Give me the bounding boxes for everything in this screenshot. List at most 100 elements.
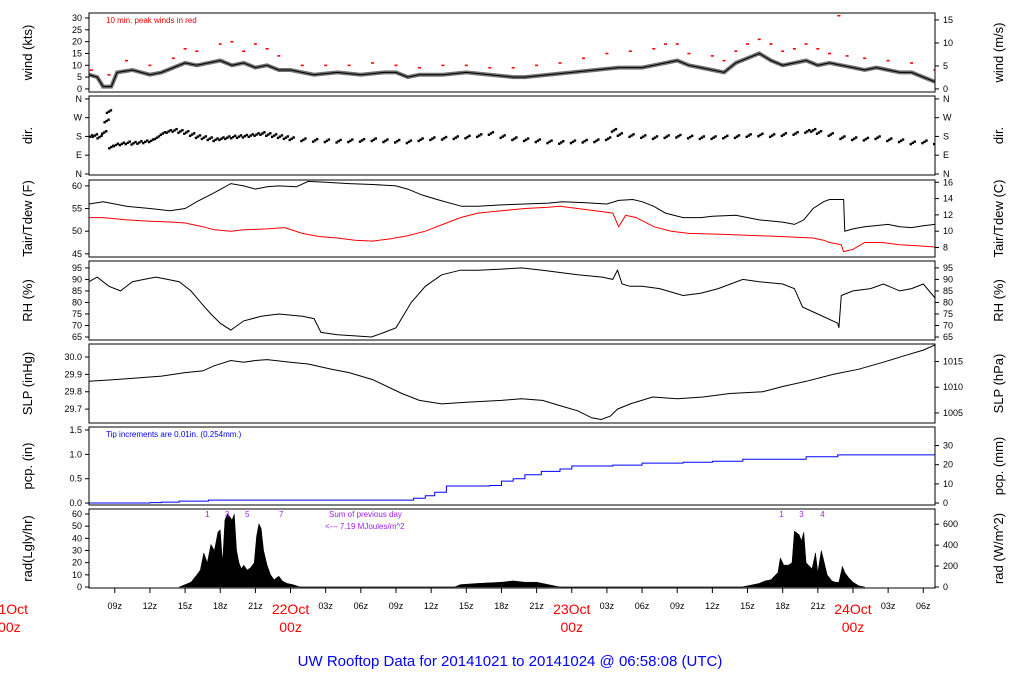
pcp-right-tick-label: 30	[943, 441, 953, 451]
rh-left-tick-label: 70	[72, 320, 82, 330]
peak-wind-mark	[804, 43, 808, 45]
dir-point	[255, 133, 258, 136]
dir-point	[421, 137, 424, 140]
dir-point	[171, 130, 174, 133]
wind-left-tick-label: 15	[72, 48, 82, 58]
dir-point	[876, 136, 879, 139]
time-tick-label: 06z	[635, 601, 650, 611]
dir-point	[749, 133, 752, 136]
dir-point	[386, 138, 389, 141]
dir-point	[259, 133, 262, 136]
dir-point	[808, 128, 811, 132]
panel-pcp: 0.0 0.5 1.0 1.5 0 10 20 30 pcp. (in) pcp. (mm) Tip…	[20, 425, 1006, 508]
dir-point	[276, 136, 280, 140]
date-time-label: 00z	[279, 619, 302, 635]
slp-left-tick-label: 29.7	[64, 404, 82, 414]
dir-point	[147, 140, 151, 144]
dir-point	[151, 138, 155, 141]
peak-wind-mark	[441, 64, 445, 67]
time-tick-label: 15z	[740, 601, 755, 611]
dir-axis-label-right: dir.	[991, 127, 1006, 144]
rh-left-tick-label: 80	[72, 297, 82, 307]
dir-point	[688, 135, 692, 139]
dir-point	[159, 133, 163, 136]
peak-wind-mark	[277, 55, 281, 57]
dir-point	[675, 136, 678, 139]
dir-point	[651, 137, 655, 141]
peak-wind-mark	[265, 48, 269, 50]
dir-point	[761, 132, 764, 135]
dir-point	[220, 137, 223, 140]
dir-point	[409, 139, 413, 142]
dir-point	[663, 136, 666, 140]
peak-wind-mark	[300, 64, 304, 67]
dir-point	[157, 135, 161, 138]
dir-point	[616, 134, 620, 138]
wind-right-tick-label: 0	[943, 84, 948, 94]
date-time-label: 00z	[0, 619, 21, 635]
dir-point	[108, 147, 111, 150]
pcp-note: Tip increments are 0.01in. (0.254mm.)	[106, 430, 242, 439]
time-tick-label: 09z	[670, 601, 685, 611]
wind-right-tick-label: 15	[943, 15, 953, 25]
rad-left-tick-label: 40	[72, 533, 82, 543]
dir-point	[444, 135, 448, 139]
peak-wind-mark	[863, 57, 867, 60]
slp-plot-area	[89, 344, 935, 421]
dir-point	[286, 135, 290, 138]
rh-left-tick-label: 75	[72, 309, 82, 319]
peak-wind-mark	[148, 64, 152, 67]
dir-point	[251, 133, 254, 136]
dir-point	[349, 139, 352, 143]
wind-note: 10 min. peak winds in red	[106, 16, 197, 25]
slp-series-slp	[89, 344, 935, 421]
dir-point	[632, 133, 635, 136]
temp-left-tick-label: 55	[72, 204, 82, 214]
rad-hour-mark: 4	[820, 510, 825, 519]
peak-wind-mark	[218, 43, 222, 45]
slp-right-tick-label: 1015	[943, 357, 963, 367]
dir-point	[372, 138, 375, 141]
dir-point	[243, 135, 247, 138]
dir-point	[843, 135, 846, 138]
dir-point	[466, 135, 469, 139]
dir-point	[109, 109, 113, 112]
dir-point	[103, 131, 106, 134]
dir-left-tick-label: S	[76, 131, 82, 141]
dir-point	[841, 136, 844, 139]
dir-point	[169, 128, 172, 132]
rh-right-tick-label: 85	[943, 286, 953, 296]
rad-right-tick-label: 400	[943, 540, 958, 550]
time-tick-label: 09z	[108, 601, 123, 611]
dir-plot-area	[89, 109, 939, 150]
rad-area	[179, 513, 300, 588]
dir-point	[937, 140, 939, 142]
rh-axis-label-right: RH (%)	[991, 279, 1006, 322]
dir-point	[112, 145, 116, 148]
dir-point	[206, 138, 209, 142]
dir-point	[335, 141, 338, 144]
dir-point	[888, 138, 891, 141]
dir-point	[173, 129, 176, 132]
date-time-label: 00z	[560, 619, 583, 635]
dir-point	[499, 136, 502, 140]
dir-point	[665, 135, 668, 138]
rad-hour-mark: 1	[205, 510, 210, 519]
dir-point	[257, 132, 260, 135]
peak-wind-mark	[652, 48, 656, 50]
dir-point	[925, 139, 928, 142]
dir-point	[196, 135, 200, 138]
time-tick-label: 03z	[600, 601, 615, 611]
dir-point	[163, 131, 167, 134]
dir-point	[782, 133, 786, 136]
dir-point	[212, 139, 215, 143]
dir-point	[128, 140, 131, 143]
dir-point	[175, 127, 178, 131]
dir-point	[501, 135, 504, 138]
time-tick-label: 12z	[705, 601, 720, 611]
peak-wind-mark	[230, 40, 234, 43]
dir-point	[464, 137, 467, 140]
dir-point	[548, 140, 551, 144]
dir-point	[224, 137, 227, 141]
